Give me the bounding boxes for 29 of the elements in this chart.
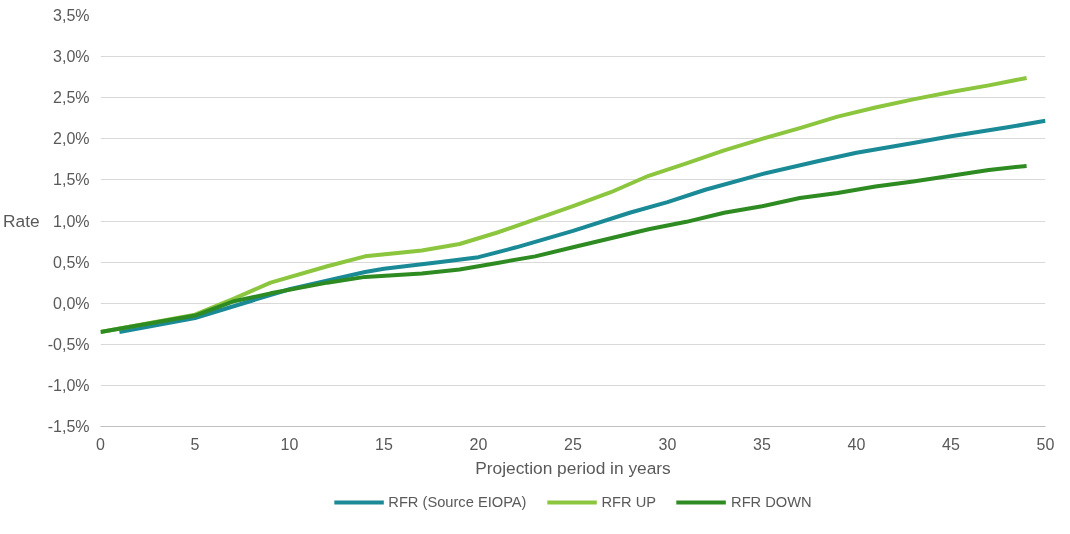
x-tick-label: 45 (942, 435, 960, 453)
y-tick-label: 2,0% (53, 130, 90, 148)
line-series (100, 163, 1029, 334)
legend-label: RFR UP (601, 494, 657, 510)
legend-label: RFR (Source EIOPA) (388, 494, 527, 510)
y-tick-label: 3,5% (53, 7, 90, 24)
x-tick-label: 20 (469, 435, 488, 453)
y-tick-label: -0,5% (47, 335, 90, 353)
y-axis-title: Rate (3, 211, 40, 231)
y-tick-label: 0,0% (53, 294, 90, 312)
line-series (117, 118, 1046, 334)
x-tick-label: 10 (280, 435, 299, 453)
y-tick-label: 1,0% (53, 212, 90, 230)
x-tick-label: 25 (564, 435, 582, 453)
y-tick-label: 1,5% (53, 171, 90, 189)
x-tick-label: 5 (190, 435, 200, 453)
y-tick-label: 0,5% (53, 253, 90, 271)
y-tick-label: -1,5% (47, 418, 90, 435)
x-tick-label: 50 (1036, 435, 1055, 453)
x-axis-title: Projection period in years (475, 457, 672, 478)
x-tick-label: 15 (375, 435, 393, 453)
y-tick-label: 3,0% (53, 48, 90, 66)
x-tick-label: 30 (658, 435, 677, 453)
x-tick-label: 40 (847, 435, 866, 453)
legend-label: RFR DOWN (731, 494, 812, 510)
x-tick-label: 35 (753, 435, 771, 453)
x-tick-label: 0 (96, 435, 106, 453)
y-tick-label: -1,0% (47, 376, 90, 394)
y-tick-label: 2,5% (53, 89, 90, 107)
